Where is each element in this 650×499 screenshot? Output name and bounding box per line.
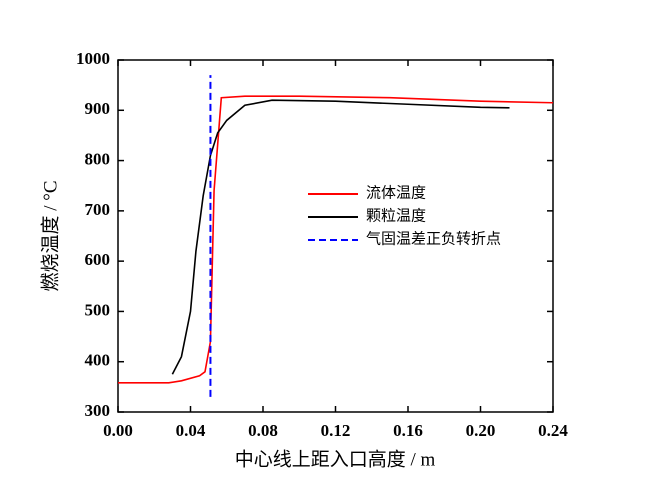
legend-label: 颗粒温度	[366, 207, 426, 224]
x-tick-label: 0.16	[393, 421, 423, 440]
x-axis-title: 中心线上距入口高度 / m	[235, 448, 436, 470]
x-tick-label: 0.24	[538, 421, 568, 440]
y-tick-label: 500	[85, 300, 111, 319]
series-line	[118, 95, 554, 384]
y-tick-label: 900	[85, 99, 111, 118]
x-tick-label: 0.20	[466, 421, 496, 440]
y-tick-label: 300	[85, 401, 111, 420]
legend-label: 气固温差正负转折点	[366, 230, 501, 247]
y-tick-label: 600	[85, 250, 111, 269]
y-tick-label: 1000	[76, 49, 110, 68]
x-tick-label: 0.12	[321, 421, 351, 440]
series-line	[171, 99, 510, 375]
y-axis-title: 燃烧温度 / °C	[39, 180, 61, 291]
y-tick-label: 800	[85, 149, 111, 168]
legend-label: 流体温度	[366, 184, 426, 201]
y-tick-label: 400	[85, 351, 111, 370]
x-tick-label: 0.08	[248, 421, 278, 440]
y-tick-label: 700	[85, 200, 111, 219]
x-tick-label: 0.04	[176, 421, 206, 440]
x-tick-label: 0.00	[103, 421, 133, 440]
